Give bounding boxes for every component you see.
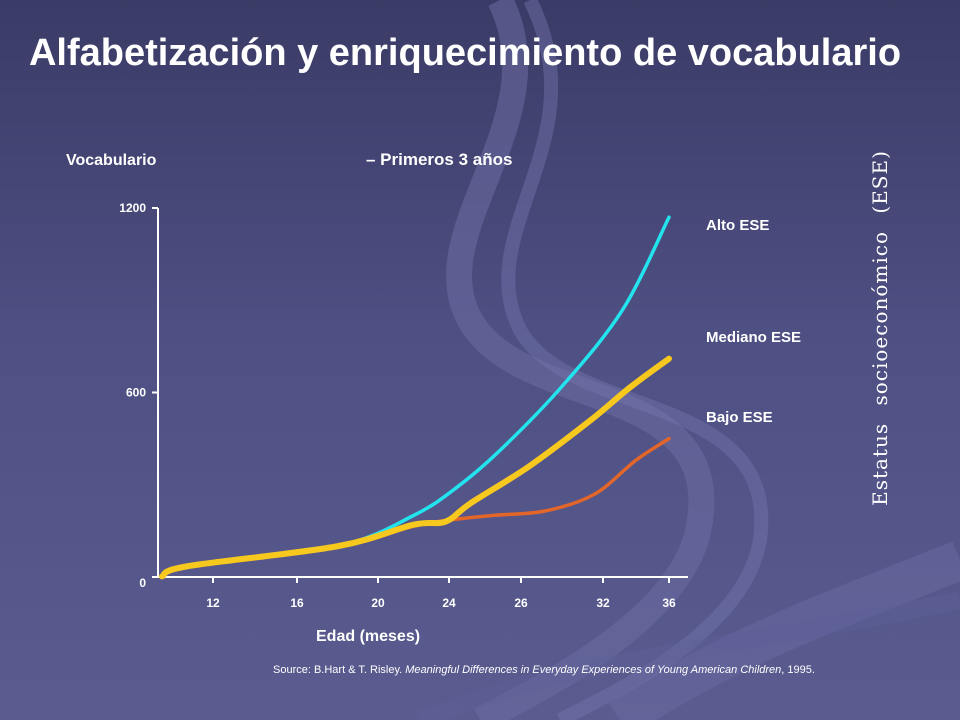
x-tick-label: 12 xyxy=(206,596,220,610)
source-citation: Source: B.Hart & T. Risley. Meaningful D… xyxy=(273,664,815,676)
series-label-alto-ese: Alto ESE xyxy=(706,217,769,234)
y-axis-label: Vocabulario xyxy=(66,152,157,169)
x-tick-label: 24 xyxy=(442,596,456,610)
series-label-bajo-ese: Bajo ESE xyxy=(706,409,773,426)
series-line-mediano-ese xyxy=(159,355,672,580)
source-suffix: , 1995. xyxy=(781,664,815,676)
x-axis-label: Edad (meses) xyxy=(316,628,421,645)
x-tick-label: 36 xyxy=(662,596,676,610)
x-tick-label: 20 xyxy=(371,596,385,610)
page-title: Alfabetización y enriquecimiento de voca… xyxy=(28,32,902,74)
y-tick-label: 600 xyxy=(126,386,146,400)
x-tick-label: 16 xyxy=(290,596,304,610)
x-tick-label: 26 xyxy=(514,596,528,610)
chart-subtitle: – Primeros 3 años xyxy=(366,150,513,169)
series-line-bajo-ese xyxy=(160,436,671,579)
source-prefix: Source: B.Hart & T. Risley. xyxy=(273,664,406,676)
source-title: Meaningful Differences in Everyday Exper… xyxy=(405,664,782,676)
y-tick-label: 0 xyxy=(139,576,146,590)
y-tick-label: 1200 xyxy=(119,201,146,215)
x-tick-label: 32 xyxy=(596,596,610,610)
series-label-mediano-ese: Mediano ESE xyxy=(706,329,801,346)
